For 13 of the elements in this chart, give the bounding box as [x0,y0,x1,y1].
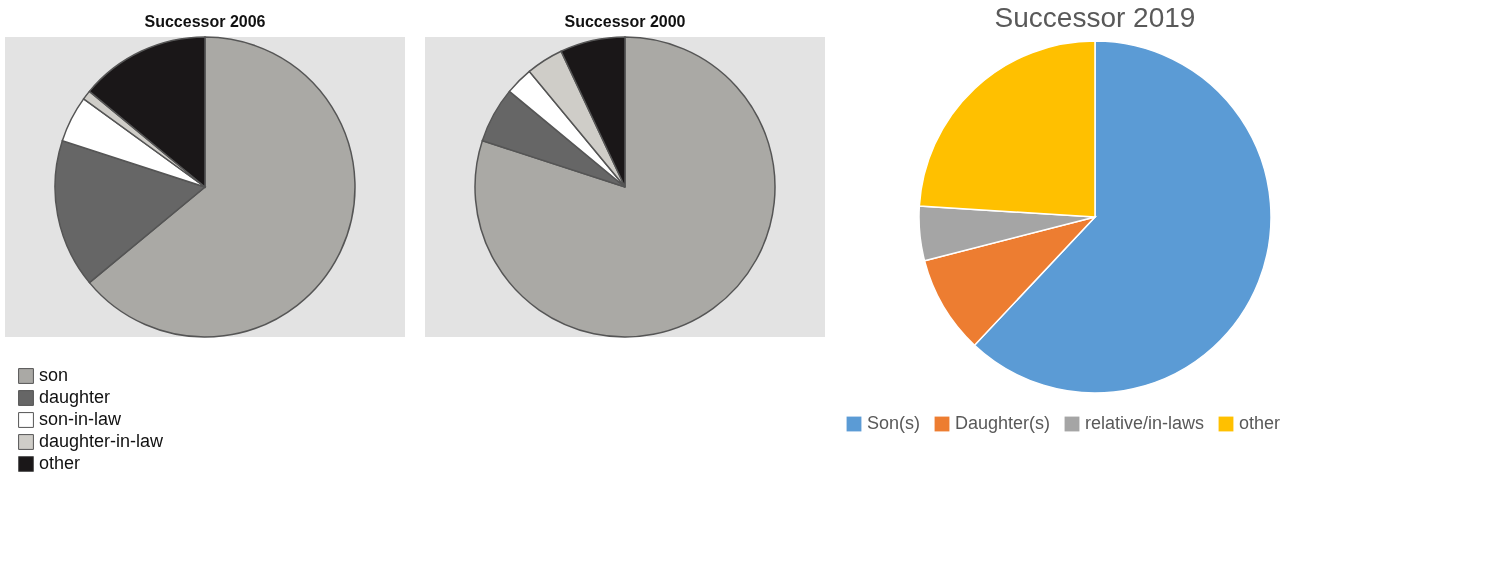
legend-label: daughter [39,387,111,407]
chart-title: Successor 2000 [564,13,686,30]
legend-label: other [39,453,81,473]
pie-slice [474,36,776,338]
legend-label: Daughter(s) [955,413,1051,433]
legend-label: son [39,365,69,385]
chart-title: Successor 2006 [144,13,266,30]
legend-label: Son(s) [867,413,921,433]
chart-title: Successor 2019 [994,2,1196,33]
legend-label: daughter-in-law [39,431,165,451]
legend-label: other [1239,413,1281,433]
legend-label: relative/in-laws [1085,413,1205,433]
legend-label: son-in-law [39,409,123,429]
